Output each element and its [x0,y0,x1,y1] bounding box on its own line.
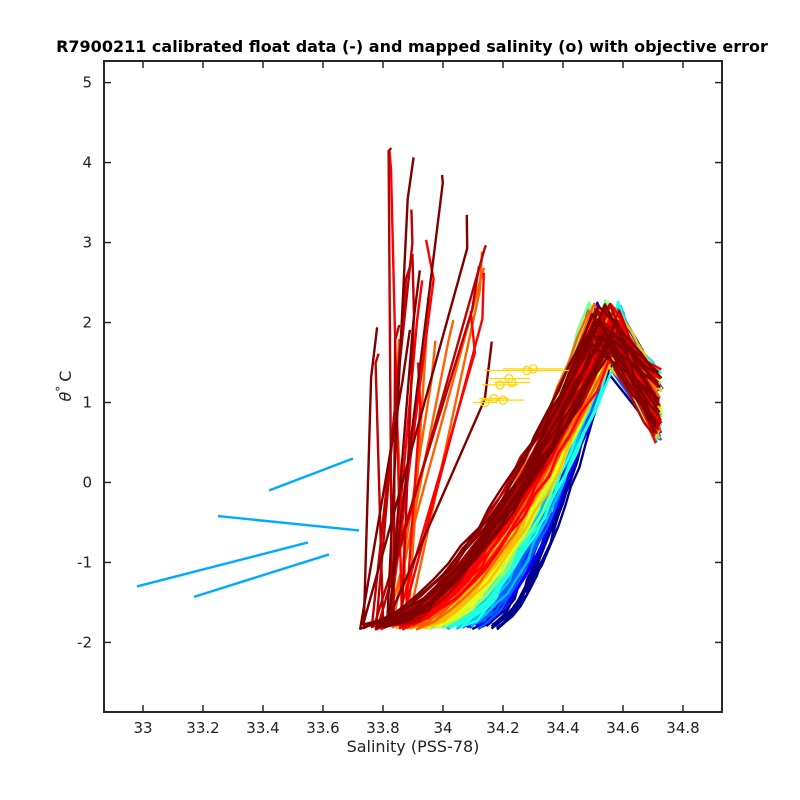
chart-title: R7900211 calibrated float data (-) and m… [56,37,768,56]
x-tick-label: 34.4 [546,719,579,737]
y-tick-label: -1 [77,553,92,571]
mapped-point [522,365,532,376]
y-axis-label-degree: ° [54,386,68,392]
x-tick-label: 33.6 [306,719,339,737]
profile-line [217,514,360,532]
profile-line [359,318,660,630]
mapped-point [495,380,505,390]
plot-frame [103,60,723,713]
x-tick-label: 34.8 [666,719,699,737]
y-axis: -2 -1 0 1 2 3 4 5 [77,74,722,651]
y-tick-label: 2 [82,314,92,332]
x-tick-label: 33 [133,719,152,737]
y-axis-label-symbol: θ [56,391,75,401]
x-tick-label: 33.8 [366,719,399,737]
y-axis-label-unit: C [56,371,75,382]
y-tick-label: 4 [82,154,92,172]
float-profiles [136,147,664,631]
mapped-point [480,397,490,408]
profile-line [387,270,662,627]
x-tick-label: 33.4 [246,719,279,737]
x-axis-label: Salinity (PSS-78) [347,737,480,756]
x-axis: 33 33.2 33.4 33.6 33.8 34 34.2 34.4 34.6 34.8 [133,61,700,737]
y-tick-label: 1 [82,393,92,411]
x-tick-label: 33.2 [186,719,219,737]
mapped-point [507,377,517,388]
profile-line [361,214,657,626]
x-tick-label: 34 [433,719,452,737]
y-tick-label: -2 [77,633,92,651]
y-axis-label: θ° C [54,371,75,402]
profile-line [193,553,330,598]
y-tick-label: 0 [82,473,92,491]
x-tick-label: 34.2 [486,719,519,737]
y-tick-label: 5 [82,74,92,92]
x-tick-label: 34.6 [606,719,639,737]
profile-line [367,303,661,627]
y-tick-label: 3 [82,234,92,252]
mapped-salinity-points [473,364,569,408]
profile-line [268,457,354,492]
profile-line [136,541,309,588]
profile-line [375,337,656,628]
mapped-point [528,364,538,374]
mapped-point [498,395,508,405]
